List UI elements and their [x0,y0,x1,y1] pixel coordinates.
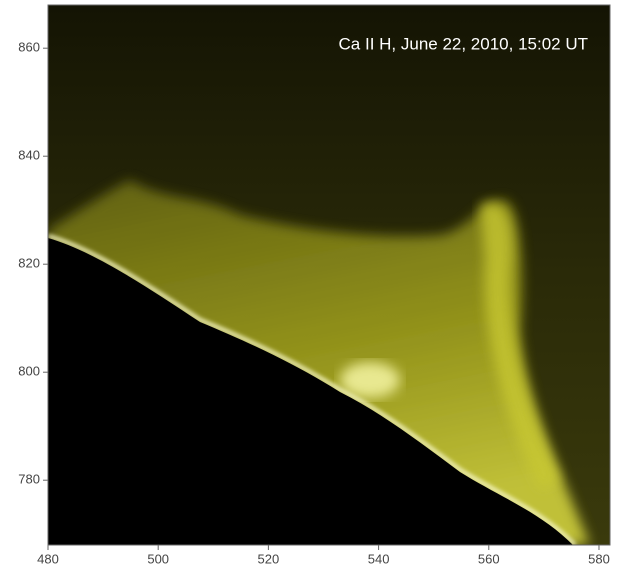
x-tick-label: 480 [37,551,59,566]
y-tick-label: 820 [18,256,40,271]
x-tick-label: 580 [588,551,610,566]
x-tick-label: 500 [147,551,169,566]
annotation: Ca II H, June 22, 2010, 15:02 UT [339,34,588,53]
solar-image [48,5,610,545]
figure: Ca II H, June 22, 2010, 15:02 UT 480 500 5… [0,0,619,571]
x-tick-label: 560 [478,551,500,566]
y-tick-label: 840 [18,148,40,163]
y-tick-label: 860 [18,40,40,55]
y-tick-label: 800 [18,364,40,379]
y-tick-label: 780 [18,472,40,487]
x-tick-label: 520 [258,551,280,566]
x-tick-label: 540 [368,551,390,566]
